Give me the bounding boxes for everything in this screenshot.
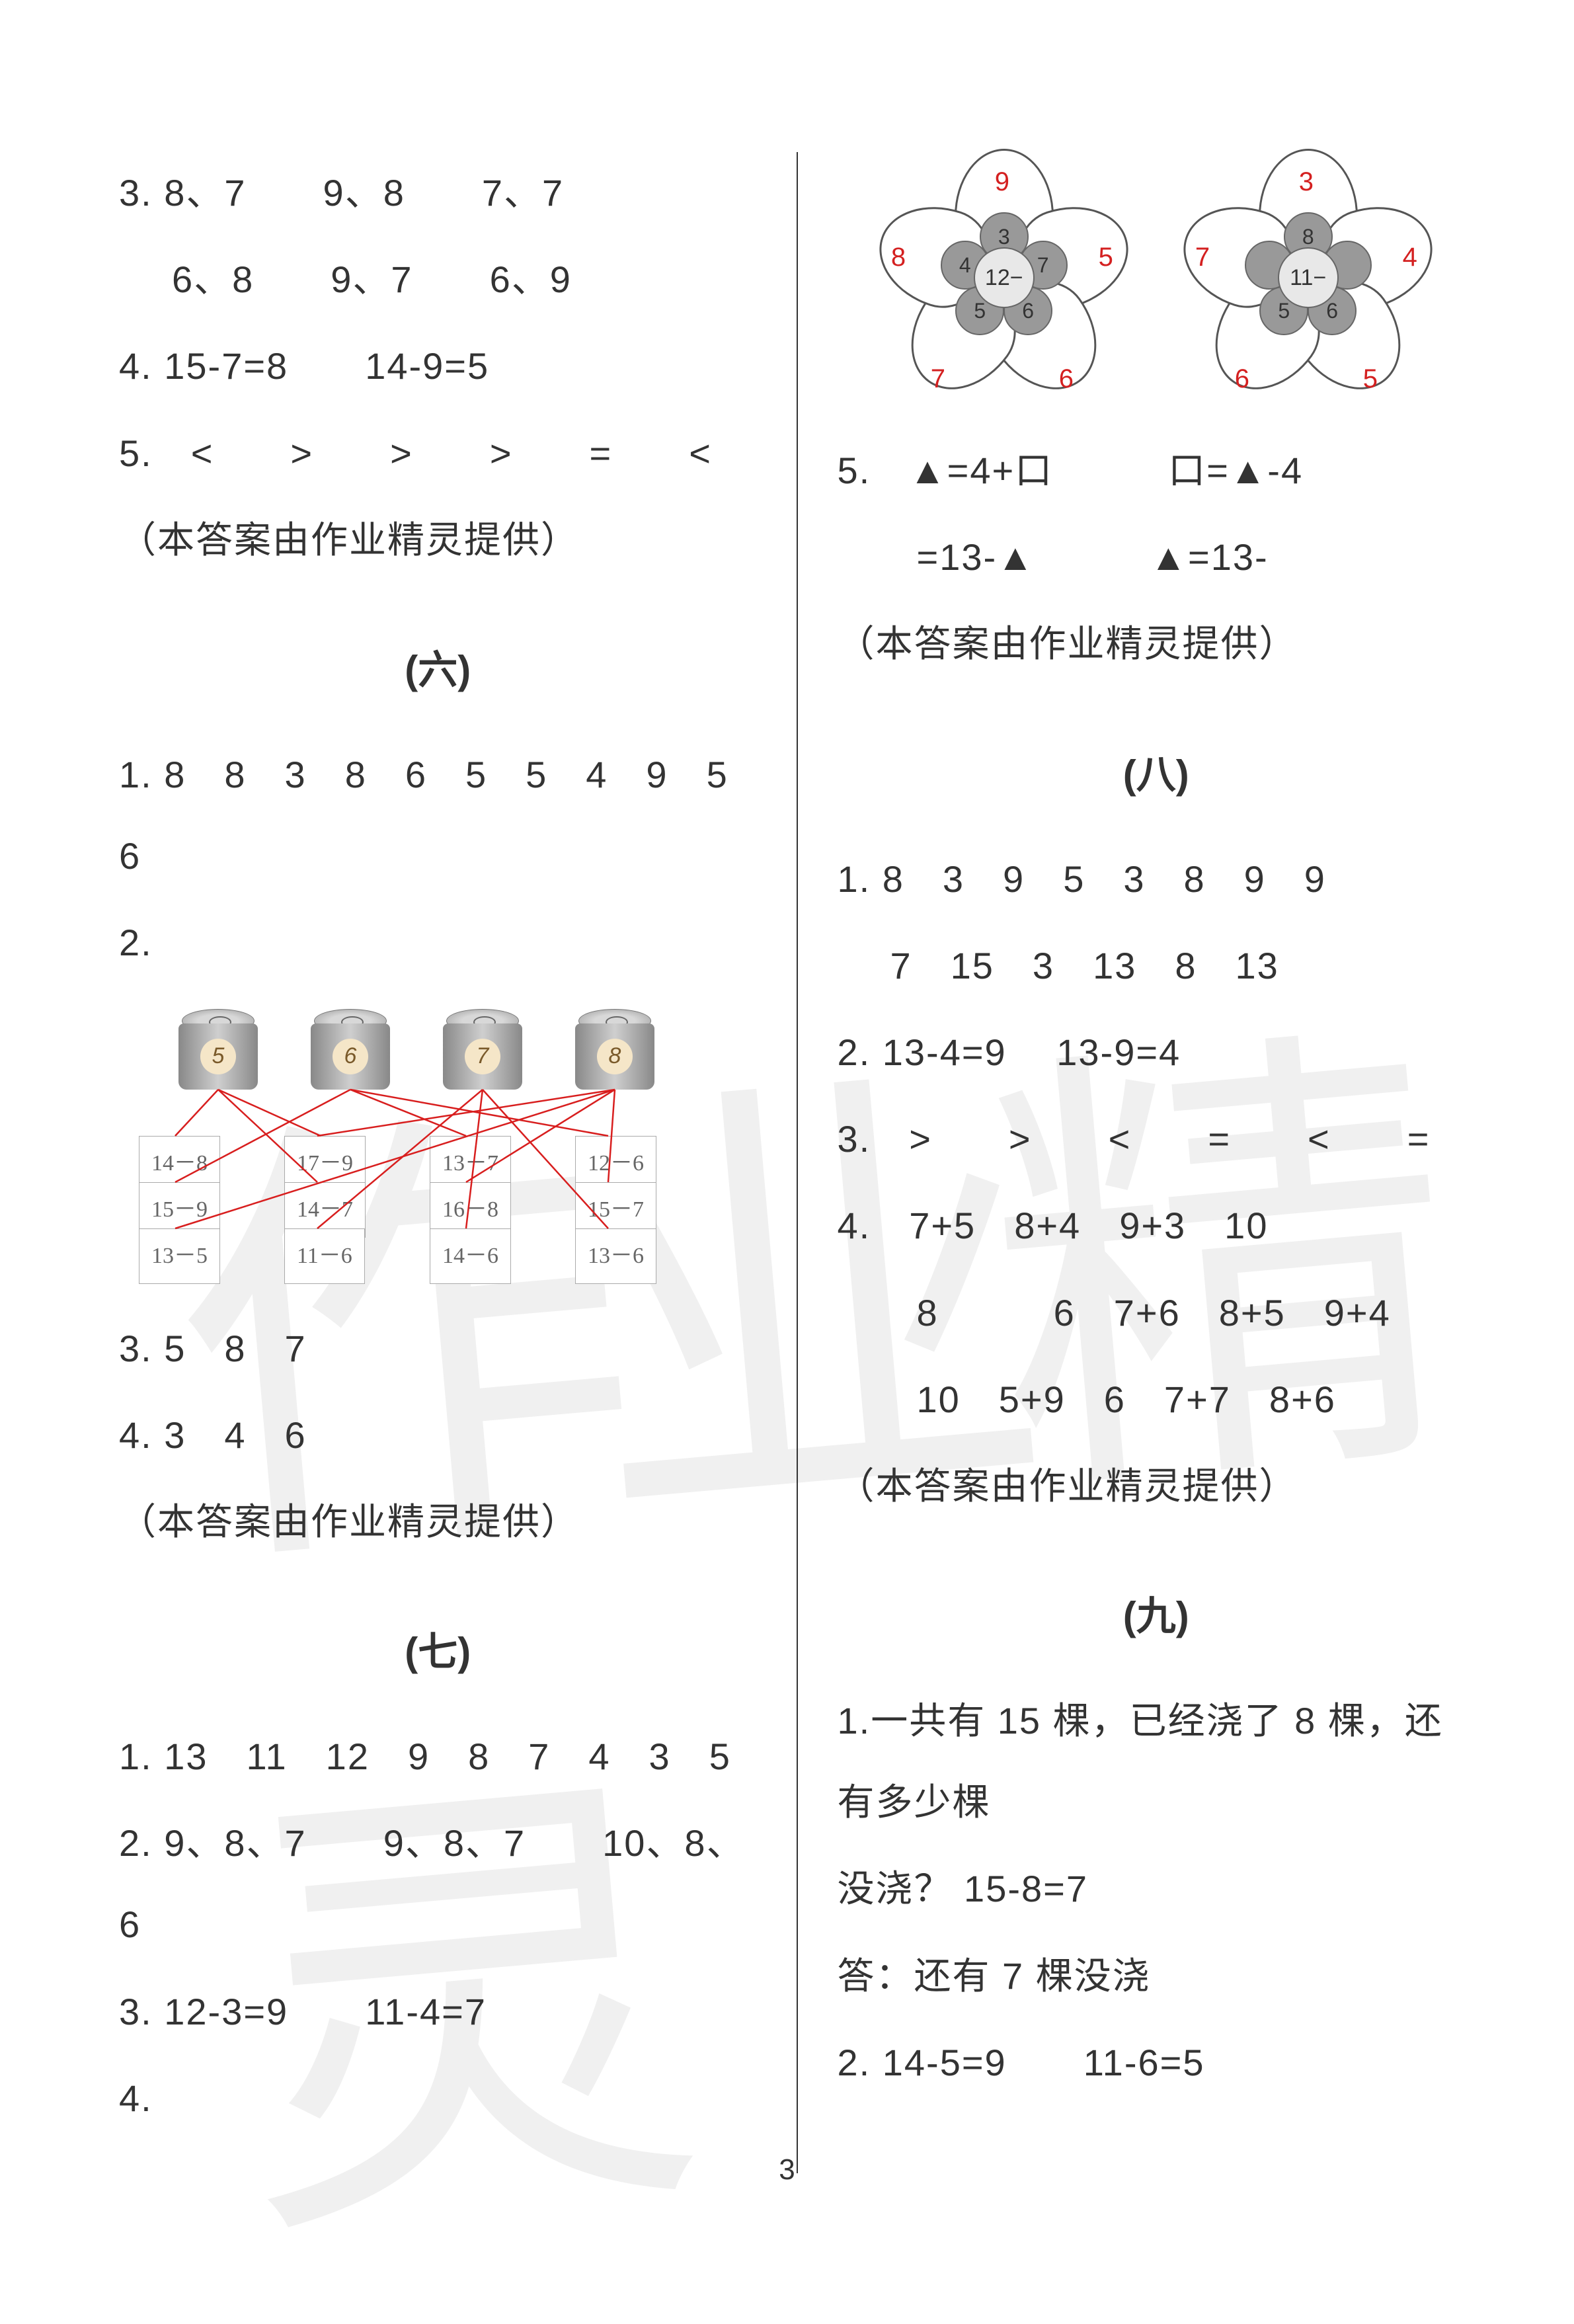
petal-outer-number: 7 [931,350,945,408]
text-line: 1. 13 11 12 9 8 7 4 3 5 [119,1716,757,1797]
column-divider [797,152,798,2173]
expression-box: 13－6 [575,1228,656,1285]
credit-line: （本答案由作业精灵提供） [838,1445,1476,1527]
petal-outer-number: 5 [1363,350,1378,408]
flower-center: 11− [1278,247,1339,308]
text-line: 2. 13-4=9 13-9=4 [838,1012,1476,1093]
credit-line: （本答案由作业精灵提供） [838,603,1476,684]
left-column: 3. 8、7 9、8 7、7 6、8 9、7 6、9 4. 15-7=8 14-… [119,152,790,2173]
text-line: 没浇？ 15-8=7 [838,1848,1476,1929]
petal-outer-number: 4 [1403,228,1417,286]
petal-outer-number: 6 [1059,350,1074,408]
section-6-title: (六) [119,627,757,714]
page-container: 3. 8、7 9、8 7、7 6、8 9、7 6、9 4. 15-7=8 14-… [0,0,1574,2226]
expression-box: 14－6 [430,1228,511,1285]
can: 6 [311,1004,390,1090]
text-line: 4. 15-7=8 14-9=5 [119,325,757,407]
text-line: 5. < > > > = < [119,413,757,494]
section-9-title: (九) [838,1573,1476,1660]
can: 8 [575,1004,654,1090]
text-line: 2. 14-5=9 11-6=5 [838,2022,1476,2103]
text-line: 2. [119,902,757,983]
right-column: 956783765412−3456786511− 5. ▲=4+口 口=▲-4 … [805,152,1476,2173]
text-line: 6、8 9、7 6、9 [119,239,757,320]
section-7-title: (七) [119,1609,757,1696]
text-line: =13-▲ ▲=13- [838,516,1476,598]
can: 5 [178,1004,258,1090]
text-line: 5. ▲=4+口 口=▲-4 [838,430,1476,511]
text-line: 8 6 7+6 8+5 9+4 [838,1272,1476,1353]
expression-box: 11－6 [284,1228,365,1285]
credit-line: （本答案由作业精灵提供） [119,1481,757,1562]
text-line: 4. 3 4 6 [119,1394,757,1476]
text-line: 3. 12-3=9 11-4=7 [119,1971,757,2052]
text-line: 1. 8 8 3 8 6 5 5 4 9 5 6 [119,734,757,897]
flower-diagram: 956783765412− [879,159,1130,397]
flower-center: 12− [974,247,1035,308]
petal-outer-number: 6 [1235,350,1249,408]
text-line: 2. 9、8、7 9、8、7 10、8、6 [119,1802,757,1965]
text-line: 1.一共有 15 棵，已经浇了 8 棵，还有多少棵 [838,1680,1476,1843]
petal-outer-number: 5 [1099,228,1113,286]
text-line: 3. 5 8 7 [119,1308,757,1389]
text-line: 10 5+9 6 7+7 8+6 [838,1359,1476,1440]
petal-outer-number: 3 [1299,153,1314,211]
text-line: 3. > > < = < = [838,1098,1476,1180]
text-line: 3. 8、7 9、8 7、7 [119,152,757,233]
text-line: 1. 8 3 9 5 3 8 9 9 [838,838,1476,920]
cans-matching-diagram: 567814－817－913－712－615－914－716－815－713－5… [119,997,714,1288]
text-line: 答：还有 7 棵没浇 [838,1935,1476,2017]
section-8-title: (八) [838,731,1476,819]
petal-outer-number: 9 [995,153,1009,211]
text-line: 4. [119,2058,757,2139]
petal-outer-number: 7 [1195,228,1210,286]
flower-diagram: 3456786511− [1183,159,1434,397]
text-line: 4. 7+5 8+4 9+3 10 [838,1185,1476,1266]
petal-outer-number: 8 [891,228,906,286]
can: 7 [443,1004,522,1090]
credit-line: （本答案由作业精灵提供） [119,499,757,581]
text-line: 7 15 3 13 8 13 [838,925,1476,1006]
expression-box: 13－5 [139,1228,220,1285]
flower-diagrams: 956783765412−3456786511− [838,159,1476,397]
